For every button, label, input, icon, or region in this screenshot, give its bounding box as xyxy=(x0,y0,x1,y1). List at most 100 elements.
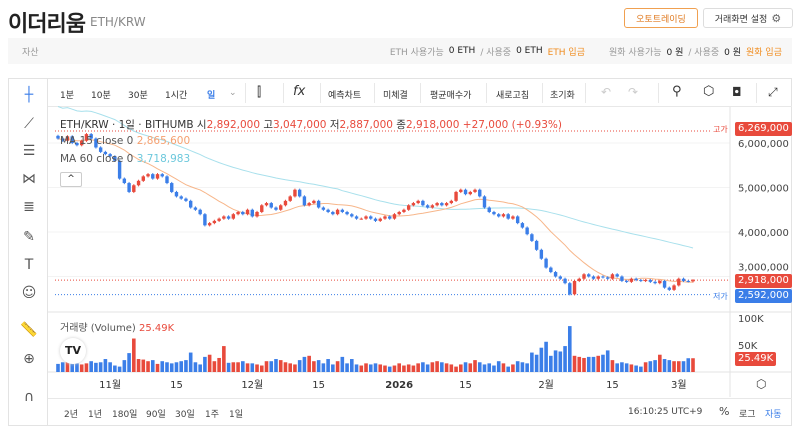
volume-bar xyxy=(321,363,326,372)
range-90d[interactable]: 90일 xyxy=(146,410,166,420)
candle-body xyxy=(667,287,672,290)
ma60-legend[interactable]: MA 60 close 0 3,718,983 xyxy=(60,153,190,165)
candle-body xyxy=(89,134,93,139)
volume-bar xyxy=(506,366,510,372)
candle-body xyxy=(146,174,150,177)
settings-hex-icon[interactable]: ⬡ xyxy=(703,84,715,99)
auto-toggle[interactable]: 자동 xyxy=(765,410,782,420)
ruler-icon[interactable]: 📏 xyxy=(20,322,38,338)
candle-body xyxy=(217,218,221,221)
candle-body xyxy=(179,196,183,199)
parallel-lines-icon[interactable]: ☰ xyxy=(22,143,36,159)
settings-label: 거래화면 설정 xyxy=(714,14,768,25)
range-180d[interactable]: 180일 xyxy=(112,410,138,420)
interval-1h[interactable]: 1시간 xyxy=(165,91,188,101)
trendline-icon[interactable]: ⟋ xyxy=(24,116,34,132)
price-tick: 4,000,000 xyxy=(738,228,789,239)
volume-bar xyxy=(288,363,293,372)
interval-10m[interactable]: 10분 xyxy=(91,91,111,101)
candle-body xyxy=(288,196,292,201)
collapse-legend-button[interactable]: ^ xyxy=(60,172,82,187)
brush-icon[interactable]: ✎ xyxy=(23,229,35,245)
volume-bar xyxy=(458,364,463,372)
candle-body xyxy=(406,205,411,210)
candle-body xyxy=(582,274,586,279)
volume-bar xyxy=(534,354,539,372)
volume-bar xyxy=(259,365,264,372)
pattern-icon[interactable]: ⋈ xyxy=(22,171,36,187)
candle-body xyxy=(165,176,169,184)
interval-day[interactable]: 일 xyxy=(207,91,216,101)
candle-type-icon[interactable]: ⫿ xyxy=(257,85,262,100)
candle-body xyxy=(132,185,136,192)
candle-body xyxy=(274,207,278,210)
volume-bar xyxy=(188,352,193,372)
volume-bar xyxy=(515,361,520,372)
log-toggle[interactable]: 로그 xyxy=(739,410,756,420)
percent-toggle[interactable]: % xyxy=(719,405,730,418)
range-1y[interactable]: 1년 xyxy=(88,410,103,420)
undo-icon[interactable]: ↶ xyxy=(601,85,612,99)
volume-bar xyxy=(591,356,596,372)
candle-body xyxy=(430,205,435,208)
volume-bar xyxy=(269,361,274,372)
time-tick: 12월 xyxy=(241,379,263,391)
forecast-chart-button[interactable]: 예측차트 xyxy=(328,91,362,101)
autotrade-button[interactable]: 오토트레이딩 xyxy=(624,8,698,28)
candle-body xyxy=(392,214,397,219)
zoom-in-icon[interactable]: ⊕ xyxy=(23,351,35,367)
close-value: 2,918,000 xyxy=(405,119,460,131)
settings-button[interactable]: 거래화면 설정 ⚙ xyxy=(703,8,793,28)
reset-button[interactable]: 초기화 xyxy=(550,91,575,101)
high-value: 3,047,000 xyxy=(273,119,327,131)
redo-icon[interactable]: ↷ xyxy=(628,85,639,99)
candle-body xyxy=(643,280,648,282)
refresh-button[interactable]: 새로고침 xyxy=(496,91,530,101)
avg-price-button[interactable]: 평균매수가 xyxy=(430,91,472,101)
range-30d[interactable]: 30일 xyxy=(175,410,195,420)
volume-bar xyxy=(264,361,269,372)
interval-1m[interactable]: 1분 xyxy=(60,91,75,101)
candle-body xyxy=(487,207,491,212)
alert-search-icon[interactable]: ⚲ xyxy=(672,84,682,99)
range-2y[interactable]: 2년 xyxy=(64,410,79,420)
candle-body xyxy=(549,267,553,273)
ma15-legend[interactable]: MA 15 close 0 2,865,600 xyxy=(60,135,190,147)
emoji-icon[interactable]: ☺ xyxy=(21,285,37,301)
volume-bar xyxy=(648,361,653,372)
candle-body xyxy=(136,180,141,186)
interval-30m[interactable]: 30분 xyxy=(128,91,148,101)
chart-toolbar: 1분 10분 30분 1시간 일 ⌄ ⫿ fx 예측차트 미체결 평균매수가 새… xyxy=(48,79,792,107)
range-1d[interactable]: 1일 xyxy=(229,410,244,420)
volume-bar xyxy=(297,360,302,372)
magnet-icon[interactable]: ∩ xyxy=(23,389,35,405)
eth-deposit-link[interactable]: ETH 입금 xyxy=(547,47,585,58)
volume-bar xyxy=(681,361,686,372)
candle-body xyxy=(103,151,108,155)
fullscreen-icon[interactable]: ⤢ xyxy=(768,85,778,99)
candle-body xyxy=(117,160,122,179)
volume-bar xyxy=(368,364,373,372)
fib-icon[interactable]: ≣ xyxy=(23,199,35,215)
camera-icon[interactable]: ◘ xyxy=(732,85,742,99)
text-icon[interactable]: T xyxy=(24,257,34,273)
volume-bar xyxy=(402,365,406,372)
volume-bar xyxy=(586,356,591,372)
axis-settings-icon[interactable]: ⬡ xyxy=(756,377,767,391)
volume-bar xyxy=(335,361,340,372)
volume-bar xyxy=(572,355,577,372)
candle-body xyxy=(70,136,74,143)
open-orders-button[interactable]: 미체결 xyxy=(383,91,408,101)
candle-body xyxy=(84,134,89,141)
indicator-fx-icon[interactable]: fx xyxy=(293,84,306,99)
range-1w[interactable]: 1주 xyxy=(205,410,220,420)
candle-body xyxy=(61,138,65,141)
crosshair-icon[interactable]: ┼ xyxy=(24,87,34,103)
volume-bar xyxy=(383,365,387,372)
chevron-down-icon[interactable]: ⌄ xyxy=(229,88,237,98)
krw-deposit-link[interactable]: 원화 입금 xyxy=(746,47,782,58)
candle-body xyxy=(454,191,458,201)
volume-bar xyxy=(94,362,98,372)
volume-bar xyxy=(245,363,250,372)
